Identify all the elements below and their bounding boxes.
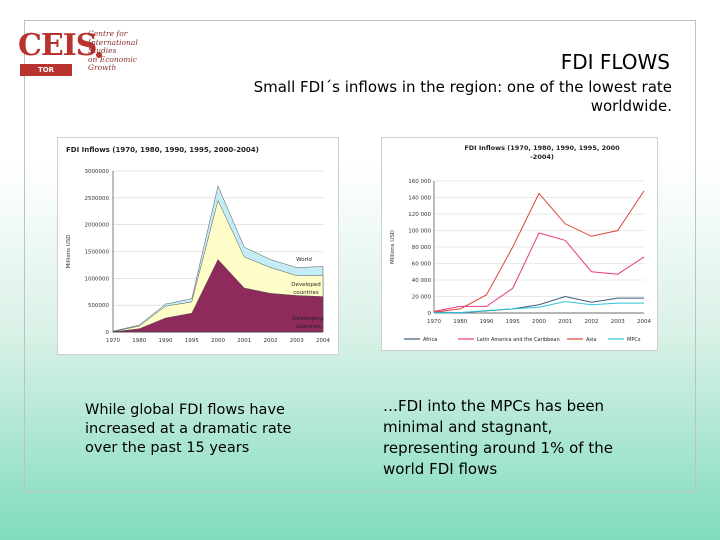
line-africa (433, 295, 644, 314)
x-tick-label: 2003 (290, 338, 304, 344)
y-tick-label: 40 000 (412, 278, 432, 284)
y-tick-label: 2000000 (85, 223, 110, 229)
slide-frame (24, 20, 696, 492)
x-tick-label: 1980 (132, 338, 146, 344)
logo-badge: TOR VERGATA (20, 64, 72, 86)
logo-dot (96, 52, 102, 58)
chart-fdi-inflows-regions: FDI Inflows (1970, 1980, 1990, 1995, 200… (390, 144, 651, 343)
logo-line: Centre for (88, 29, 128, 38)
x-tick-label: 1995 (185, 338, 199, 344)
x-tick-label: 1990 (480, 319, 494, 325)
y-tick-label: 20 000 (412, 295, 432, 301)
x-tick-label: 2002 (585, 319, 599, 325)
y-tick-label: 120 000 (408, 212, 431, 218)
logo-text: Centre for International Studies on Econ… (88, 29, 158, 73)
line-latin-america-and-the-caribbean (433, 232, 645, 312)
y-tick-label: 0 (106, 330, 110, 336)
logo-line: Growth (88, 63, 117, 72)
x-tick-label: 2002 (264, 338, 278, 344)
legend-label: Latin America and the Caribbean (477, 337, 560, 343)
ceis-logo: CEIS TOR VERGATA Centre for Internationa… (16, 28, 146, 86)
y-tick-label: 500000 (88, 303, 109, 309)
x-tick-label: 2000 (532, 319, 546, 325)
x-tick-label: 1980 (453, 319, 467, 325)
legend-label: Africa (423, 337, 437, 343)
line-asia (433, 190, 645, 313)
x-tick-label: 2004 (637, 319, 651, 325)
chart-fdi-inflows-areas: FDI Inflows (1970, 1980, 1990, 1995, 200… (66, 146, 330, 344)
logo-line: International (88, 37, 138, 47)
logo-line: on Economic (88, 54, 137, 64)
y-tick-label: 140 000 (408, 196, 431, 202)
x-tick-label: 2001 (237, 338, 251, 344)
x-tick-label: 1970 (427, 319, 441, 325)
y-tick-label: 60 000 (412, 262, 432, 268)
label-developing: Developing (292, 316, 323, 322)
chart-panel-regions: FDI Inflows (1970, 1980, 1990, 1995, 200… (381, 137, 658, 351)
x-tick-label: 2004 (316, 338, 330, 344)
y-tick-label: 1000000 (85, 276, 110, 282)
label-developing: countries (295, 324, 321, 330)
y-tick-label: 0 (428, 311, 432, 317)
logo-mark: CEIS (18, 28, 97, 63)
x-tick-label: 1970 (106, 338, 120, 344)
y-tick-label: 1500000 (85, 250, 110, 256)
y-tick-label: 160 000 (408, 179, 431, 185)
slide-subtitle: Small FDI´s inflows in the region: one o… (253, 78, 672, 115)
x-tick-label: 1990 (159, 338, 173, 344)
chart-title: -2004) (530, 153, 554, 161)
caption-right: …FDI into the MPCs has been minimal and … (383, 397, 613, 478)
y-tick-label: 2500000 (85, 196, 110, 202)
chart-title: FDI Inflows (1970, 1980, 1990, 1995, 200… (66, 146, 259, 154)
y-axis-label: Millions USD (66, 234, 72, 268)
label-developed: countries (293, 290, 319, 296)
logo-line: Studies (88, 46, 117, 55)
y-axis-label: Millions USD (390, 230, 396, 264)
label-developed: Developed (291, 282, 321, 288)
label-world: World (296, 257, 312, 263)
line-mpcs (434, 300, 644, 314)
y-tick-label: 80 000 (412, 245, 432, 251)
chart-title: FDI Inflows (1970, 1980, 1990, 1995, 200… (464, 144, 620, 152)
x-tick-label: 2000 (211, 338, 225, 344)
x-tick-label: 2001 (558, 319, 572, 325)
caption-left: While global FDI flows have increased at… (85, 402, 292, 456)
y-tick-label: 3000000 (85, 169, 110, 175)
area-developing-countries (112, 259, 324, 333)
x-tick-label: 2003 (611, 319, 625, 325)
legend-label: MPCs (627, 337, 641, 343)
slide-title: FDI FLOWS (560, 50, 670, 74)
x-tick-label: 1995 (506, 319, 520, 325)
chart-panel-world: FDI Inflows (1970, 1980, 1990, 1995, 200… (57, 137, 339, 355)
legend-label: Asia (586, 337, 596, 343)
y-tick-label: 100 000 (408, 229, 431, 235)
